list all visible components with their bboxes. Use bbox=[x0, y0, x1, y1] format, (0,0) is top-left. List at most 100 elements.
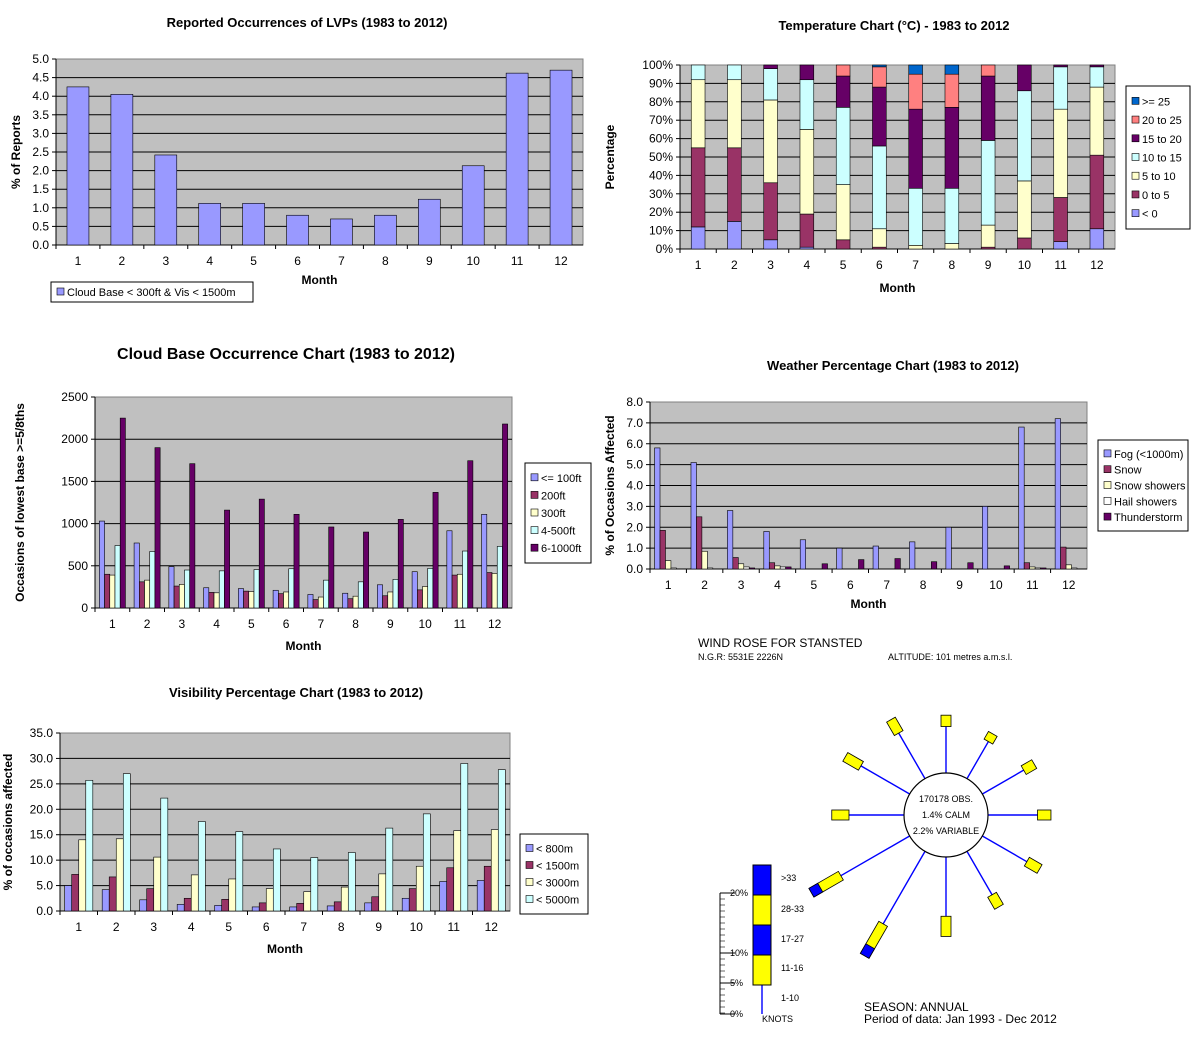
bar-15-to-20 bbox=[799, 64, 815, 81]
bar-5-to-10 bbox=[1017, 180, 1032, 239]
x-tick-label: 12 bbox=[1062, 578, 1076, 592]
x-tick-label: 3 bbox=[767, 258, 774, 272]
bar-0-to-5 bbox=[727, 147, 742, 222]
bar-10-to-15 bbox=[944, 187, 960, 244]
key-speed-label: 1-10 bbox=[781, 993, 799, 1003]
x-tick-label: 10 bbox=[989, 578, 1003, 592]
bar-cloud-base-300ft-vis-1500m bbox=[374, 214, 397, 246]
x-tick-label: 6 bbox=[294, 254, 301, 268]
legend-label: 5 to 10 bbox=[1142, 171, 1176, 183]
y-tick-label: 2.5 bbox=[32, 145, 49, 159]
bar--1500m bbox=[296, 903, 305, 912]
bar-10-to-15 bbox=[690, 64, 706, 81]
y-tick-label: 0 bbox=[81, 601, 88, 615]
bar-20-to-25 bbox=[944, 73, 960, 108]
legend-label: 300ft bbox=[541, 508, 565, 520]
legend-swatch bbox=[525, 844, 534, 852]
bar--3000m bbox=[378, 873, 387, 912]
bar--0 bbox=[1053, 241, 1068, 250]
bar-thunderstorm bbox=[931, 561, 938, 570]
legend-label: Snow showers bbox=[1114, 481, 1186, 493]
chart-title: Visibility Percentage Chart (1983 to 201… bbox=[169, 685, 423, 700]
bar-cloud-base-300ft-vis-1500m bbox=[154, 154, 178, 246]
bar-4-500ft bbox=[253, 569, 260, 609]
legend-swatch bbox=[530, 491, 539, 499]
x-tick-label: 4 bbox=[774, 578, 781, 592]
bar--1500m bbox=[258, 902, 267, 912]
x-tick-label: 11 bbox=[511, 254, 524, 268]
legend-swatch bbox=[56, 287, 65, 296]
key-speed-label: 17-27 bbox=[781, 934, 804, 944]
y-tick-label: 15.0 bbox=[30, 828, 54, 842]
weather-chart: Weather Percentage Chart (1983 to 2012) 0… bbox=[603, 358, 1189, 611]
bar-cloud-base-300ft-vis-1500m bbox=[549, 69, 573, 246]
legend-label: Cloud Base < 300ft & Vis < 1500m bbox=[67, 287, 236, 299]
legend: Cloud Base < 300ft & Vis < 1500m bbox=[50, 281, 254, 303]
y-tick-label: 10.0 bbox=[30, 853, 54, 867]
windrose-spoke bbox=[982, 769, 1025, 795]
y-axis-label: % of occasions affected bbox=[1, 754, 15, 891]
bar--1500m bbox=[483, 865, 492, 912]
lvp-chart: Reported Occurrences of LVPs (1983 to 20… bbox=[9, 15, 584, 303]
windrose-bar bbox=[1023, 856, 1043, 874]
y-tick-label: 100% bbox=[642, 58, 673, 72]
y-tick-label: 40% bbox=[649, 168, 673, 182]
bar--1500m bbox=[71, 874, 80, 912]
bar-4-500ft bbox=[218, 570, 225, 609]
bar-snow-showers bbox=[774, 565, 781, 570]
bar--800m bbox=[176, 904, 185, 912]
bar-snow-showers bbox=[701, 550, 708, 570]
windrose-spoke bbox=[898, 732, 926, 779]
bar--0 bbox=[1089, 228, 1105, 250]
windrose-period: Period of data: Jan 1993 - Dec 2012 bbox=[864, 1012, 1057, 1026]
chart-title: Weather Percentage Chart (1983 to 2012) bbox=[767, 358, 1019, 373]
y-tick-label: 35.0 bbox=[30, 726, 54, 740]
bar-0-to-5 bbox=[690, 147, 706, 228]
bar-fog-1000m- bbox=[836, 547, 843, 570]
x-tick-label: 9 bbox=[387, 617, 394, 631]
legend-swatch bbox=[1103, 449, 1112, 458]
bar-10-to-15 bbox=[763, 68, 778, 101]
windrose-spoke bbox=[860, 765, 910, 795]
bar-hail-showers bbox=[670, 567, 677, 570]
bar--3000m bbox=[415, 865, 424, 912]
bar-4-500ft bbox=[357, 581, 364, 609]
legend-label: <= 100ft bbox=[541, 473, 581, 485]
key-scale-label: 10% bbox=[730, 948, 748, 958]
legend: Fog (<1000m) Snow Snow showers Hail showers… bbox=[1097, 439, 1189, 532]
bar--100ft bbox=[168, 566, 175, 609]
windrose-altitude: ALTITUDE: 101 metres a.m.s.l. bbox=[888, 652, 1012, 662]
bar-300ft bbox=[109, 574, 116, 609]
legend-label: 20 to 25 bbox=[1142, 115, 1182, 127]
bar-20-to-25 bbox=[908, 73, 923, 110]
bar-cloud-base-300ft-vis-1500m bbox=[198, 203, 221, 246]
windrose-spoke bbox=[840, 835, 910, 877]
x-tick-label: 12 bbox=[485, 920, 499, 934]
bar-snow bbox=[768, 562, 776, 570]
bar-cloud-base-300ft-vis-1500m bbox=[286, 214, 309, 246]
bar-20-to-25 bbox=[872, 66, 887, 88]
y-tick-label: 1.5 bbox=[32, 182, 49, 196]
x-tick-label: 5 bbox=[248, 617, 255, 631]
bar-4-500ft bbox=[149, 551, 156, 609]
windrose-spoke bbox=[982, 835, 1028, 863]
bar--5000m bbox=[310, 857, 319, 912]
x-tick-label: 12 bbox=[488, 617, 502, 631]
bar--100ft bbox=[203, 587, 210, 609]
y-tick-label: 5.0 bbox=[36, 879, 53, 893]
chart-title: Cloud Base Occurrence Chart (1983 to 201… bbox=[117, 346, 455, 363]
y-tick-label: 10% bbox=[649, 224, 673, 238]
bar--3000m bbox=[303, 891, 312, 912]
bar-200ft bbox=[382, 595, 389, 609]
bar-0-to-5 bbox=[1053, 197, 1068, 242]
windrose-bar bbox=[842, 751, 864, 771]
bar-300ft bbox=[213, 592, 220, 609]
bar-snow-showers bbox=[1029, 566, 1036, 570]
key-scale-label: 5% bbox=[730, 978, 743, 988]
key-segment-11-16 bbox=[752, 954, 772, 986]
windrose-bar bbox=[940, 714, 952, 727]
y-tick-label: 0.0 bbox=[626, 562, 643, 576]
bar--3000m bbox=[340, 886, 349, 912]
bar--3000m bbox=[190, 874, 199, 912]
